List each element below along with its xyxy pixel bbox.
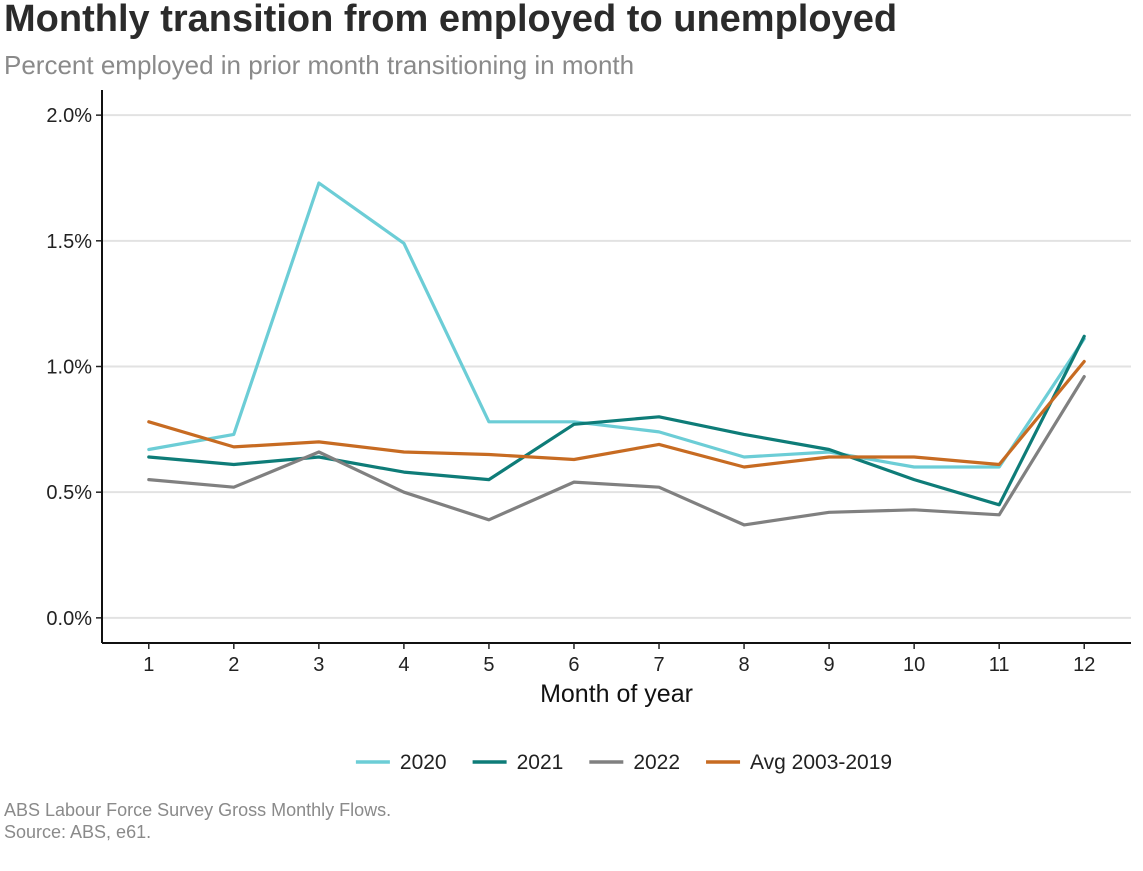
series-line-2021 — [147, 334, 1086, 507]
x-tick-label: 3 — [313, 654, 324, 676]
y-tick-label: 0.5% — [46, 482, 92, 504]
y-tick-label: 0.0% — [46, 608, 92, 630]
x-tick-label: 5 — [483, 654, 494, 676]
legend-label-2022: 2022 — [633, 751, 680, 774]
caption-line-2: Source: ABS, e61. — [4, 822, 152, 842]
y-tick-label: 2.0% — [46, 105, 92, 127]
legend-label-2020: 2020 — [400, 751, 447, 774]
axes: 0.0%0.5%1.0%1.5%2.0%1 2 3 4 5 6 7 8 9 10 11 12Month… — [46, 90, 1131, 708]
x-tick-label: 6 — [568, 654, 579, 676]
legend: 2020 2021 2022 Avg 2003-2019 — [355, 751, 892, 774]
chart-subtitle: Percent employed in prior month transiti… — [4, 50, 635, 80]
x-tick-label: 9 — [824, 654, 835, 676]
legend-label-avg-2003-2019: Avg 2003-2019 — [750, 751, 892, 774]
x-axis-title: Month of year — [540, 680, 693, 708]
legend-label-2021: 2021 — [517, 751, 564, 774]
series-line-2020 — [147, 181, 1086, 469]
series-line-avg-2003-2019 — [147, 359, 1086, 469]
series-lines — [147, 181, 1086, 527]
chart-title: Monthly transition from employed to unem… — [4, 0, 898, 40]
y-tick-label: 1.5% — [46, 231, 92, 253]
caption: ABS Labour Force Survey Gross Monthly Fl… — [4, 799, 391, 843]
y-tick-label: 1.0% — [46, 357, 92, 379]
x-tick-label: 12 — [1073, 654, 1095, 676]
x-tick-label: 8 — [738, 654, 749, 676]
x-tick-label: 11 — [989, 654, 1010, 676]
series-line-2022 — [147, 375, 1086, 527]
caption-line-1: ABS Labour Force Survey Gross Monthly Fl… — [4, 800, 392, 820]
x-tick-label: 7 — [653, 654, 664, 676]
x-tick-label: 1 — [143, 654, 154, 676]
x-tick-label: 2 — [228, 654, 239, 676]
x-tick-label: 4 — [398, 654, 409, 676]
x-tick-label: 10 — [903, 654, 925, 676]
